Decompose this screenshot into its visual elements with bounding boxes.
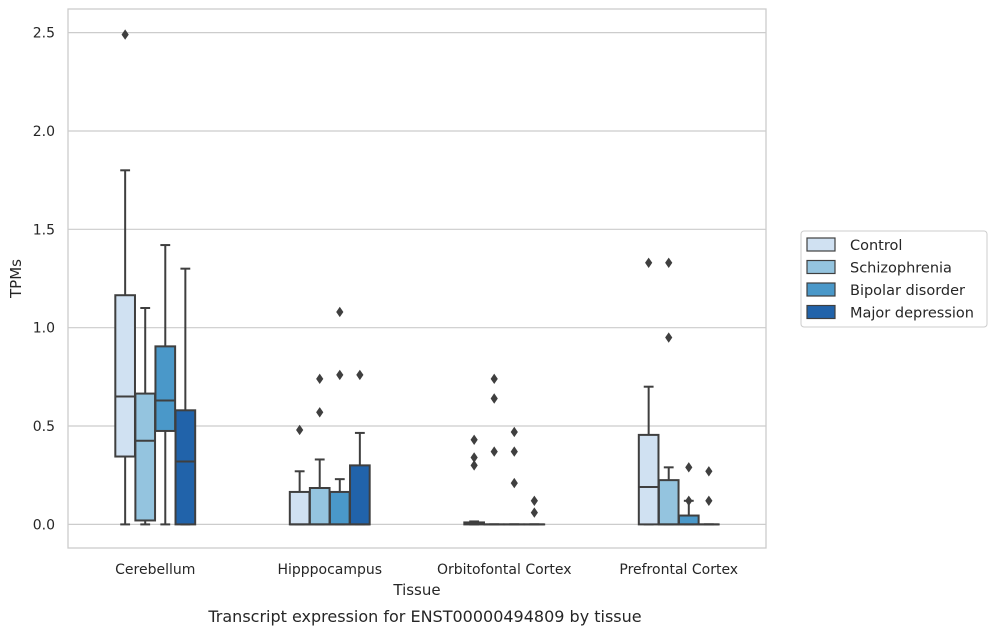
- box-plot-series: [114, 29, 720, 526]
- outlier-point: [705, 466, 713, 477]
- box-iqr: [114, 294, 136, 458]
- chart-caption: Transcript expression for ENST0000049480…: [207, 607, 641, 626]
- y-axis-title: TPMs: [7, 259, 25, 299]
- outlier-point: [685, 495, 693, 506]
- outlier-point: [490, 446, 498, 457]
- series-major-depression: [174, 267, 720, 526]
- y-tick-label: 0.0: [33, 517, 55, 533]
- outlier-point: [510, 426, 518, 438]
- box: [503, 426, 526, 526]
- legend-frame: [800, 230, 988, 328]
- x-tick-label: Hipppocampus: [277, 562, 382, 578]
- box: [328, 306, 351, 526]
- box: [174, 267, 197, 526]
- outlier-point: [530, 507, 538, 518]
- legend-label: Schizophrenia: [850, 261, 952, 277]
- outlier-point: [685, 462, 693, 473]
- box: [637, 257, 660, 526]
- box-iqr: [349, 464, 371, 526]
- box-iqr: [637, 433, 660, 526]
- legend-swatch: [806, 304, 836, 320]
- legend-swatch: [806, 237, 836, 252]
- outlier-point: [490, 373, 498, 385]
- box-iqr: [677, 514, 700, 526]
- outlier-point: [530, 495, 538, 506]
- outlier-point: [470, 434, 478, 446]
- outlier-point: [705, 495, 713, 506]
- x-axis-title: Tissue: [392, 581, 440, 599]
- box: [349, 369, 371, 526]
- outlier-point: [665, 332, 673, 343]
- outlier-point: [665, 257, 673, 268]
- outlier-point: [490, 393, 498, 404]
- legend-swatch: [806, 259, 836, 275]
- legend-item: Control: [806, 237, 902, 254]
- box-iqr: [134, 392, 157, 522]
- legend-label: Major depression: [850, 306, 974, 322]
- legend: Control Schizophrenia Bipolar disorder Majo…: [800, 230, 988, 328]
- outlier-point: [356, 369, 364, 381]
- x-tick-label: Cerebellum: [115, 562, 195, 578]
- box-iqr: [308, 487, 331, 526]
- y-tick-label: 2.0: [33, 124, 55, 140]
- box-iqr: [174, 409, 197, 526]
- gridlines: [68, 32, 766, 525]
- box: [463, 434, 485, 526]
- box: [114, 29, 136, 526]
- legend-label: Bipolar disorder: [850, 283, 965, 299]
- outlier-point: [296, 424, 304, 436]
- series-bipolar-disorder: [154, 244, 700, 526]
- legend-swatch: [806, 282, 836, 297]
- box: [288, 424, 311, 526]
- box: [677, 462, 700, 526]
- outlier-point: [510, 477, 518, 489]
- outlier-point: [336, 306, 344, 318]
- outlier-point: [121, 29, 129, 40]
- box-iqr: [288, 490, 311, 526]
- box: [134, 307, 157, 526]
- box: [483, 373, 506, 526]
- x-tick-label: Orbitofontal Cortex: [437, 562, 572, 578]
- y-tick-labels: 0.0 0.5 1.0 1.5 2.0 2.5: [33, 26, 55, 534]
- legend-items: Control Schizophrenia Bipolar disorder Majo…: [806, 237, 974, 322]
- outlier-point: [645, 257, 653, 268]
- box: [308, 373, 331, 526]
- box-iqr: [154, 345, 177, 432]
- legend-item: Schizophrenia: [806, 259, 952, 277]
- x-tick-labels: Cerebellum Hipppocampus Orbitofontal Corte…: [115, 562, 738, 578]
- box: [698, 466, 720, 526]
- box: [657, 257, 680, 526]
- y-tick-label: 2.5: [33, 26, 55, 42]
- plot-frame: [67, 8, 767, 549]
- y-tick-label: 1.0: [33, 321, 55, 337]
- outlier-point: [316, 373, 324, 385]
- box-iqr: [657, 479, 680, 526]
- series-schizophrenia: [134, 257, 680, 526]
- box: [523, 495, 546, 526]
- series-control: [114, 29, 660, 526]
- x-tick-label: Prefrontal Cortex: [619, 562, 738, 578]
- y-tick-label: 0.5: [33, 419, 55, 435]
- outlier-point: [470, 460, 478, 471]
- outlier-point: [336, 369, 344, 381]
- legend-item: Major depression: [806, 304, 974, 322]
- legend-label: Control: [850, 238, 902, 254]
- outlier-point: [510, 446, 518, 457]
- y-tick-label: 1.5: [33, 222, 55, 238]
- legend-item: Bipolar disorder: [806, 282, 965, 299]
- outlier-point: [316, 407, 324, 418]
- box-iqr: [328, 490, 351, 526]
- outlier-point: [470, 452, 478, 463]
- box: [154, 244, 177, 526]
